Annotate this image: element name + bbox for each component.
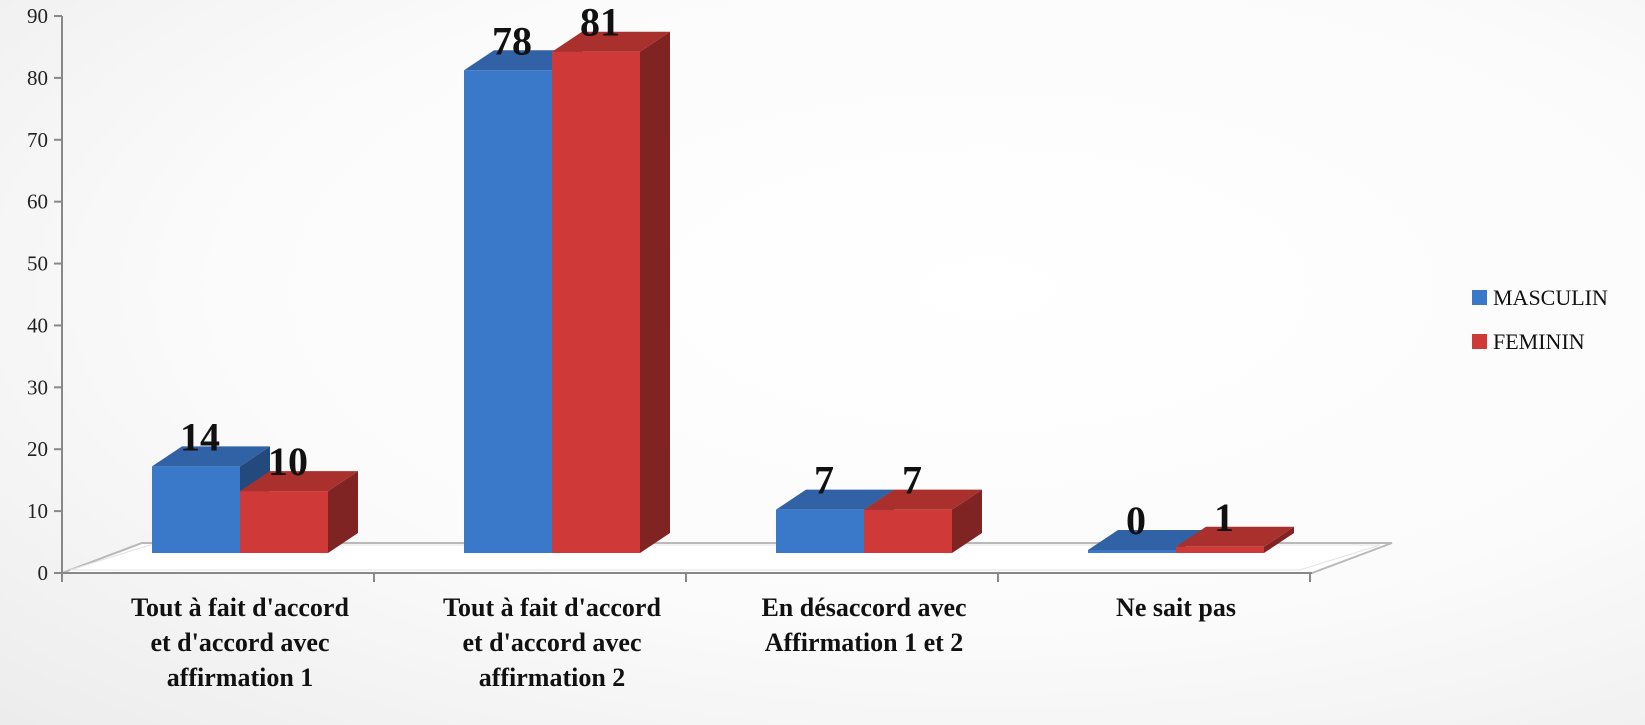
y-tick-label: 40	[27, 313, 48, 337]
data-label-feminin-4: 1	[1214, 495, 1234, 540]
y-tick-label: 70	[27, 128, 48, 152]
category-label-line: affirmation 1	[167, 663, 314, 692]
category-label-line: et d'accord avec	[462, 628, 641, 657]
bar-front	[152, 466, 240, 553]
data-label-masculin-1: 14	[180, 414, 220, 459]
bar-top	[776, 489, 894, 510]
category-label-line: Ne sait pas	[1116, 593, 1236, 622]
legend-label: MASCULIN	[1493, 285, 1608, 310]
category-label-line: Tout à fait d'accord	[131, 593, 349, 622]
bar-top	[1088, 530, 1206, 550]
bars	[152, 31, 1294, 554]
legend-item-masculin: MASCULIN	[1472, 285, 1608, 310]
bar-front	[240, 491, 328, 553]
category-label-4: Ne sait pas	[1116, 593, 1236, 622]
bar-front	[1088, 550, 1176, 553]
legend-swatch	[1472, 290, 1487, 305]
legend-swatch	[1472, 334, 1487, 349]
bar-side	[640, 31, 670, 553]
data-label-feminin-3: 7	[902, 458, 922, 503]
category-label-3: En désaccord avec Affirmation 1 et 2	[761, 593, 966, 657]
bar-front	[1176, 546, 1264, 553]
bar-front	[776, 509, 864, 553]
legend: MASCULIN FEMININ	[1472, 285, 1608, 354]
data-label-masculin-2: 78	[492, 18, 532, 63]
y-tick-label: 80	[27, 66, 48, 90]
bar-side	[328, 471, 358, 553]
data-label-masculin-3: 7	[814, 458, 834, 503]
y-tick-label: 20	[27, 437, 48, 461]
category-label-line: Tout à fait d'accord	[443, 593, 661, 622]
category-label-line: Affirmation 1 et 2	[765, 628, 964, 657]
data-label-feminin-1: 10	[268, 439, 308, 484]
floor-shadow	[69, 544, 1381, 571]
data-labels: 14 10 78 81 7 7 0 1	[180, 0, 1234, 543]
y-tick-label: 10	[27, 499, 48, 523]
legend-item-feminin: FEMININ	[1472, 329, 1585, 354]
y-tick-label: 90	[27, 4, 48, 28]
category-label-1: Tout à fait d'accord et d'accord avec affi…	[131, 593, 349, 692]
bar-top	[1176, 526, 1294, 547]
bar-front	[864, 509, 952, 553]
legend-label: FEMININ	[1493, 329, 1585, 354]
data-label-feminin-2: 81	[580, 0, 620, 45]
bar-side	[952, 489, 982, 553]
bar-top	[864, 489, 982, 510]
y-tick-label: 50	[27, 252, 48, 276]
x-axis-labels: Tout à fait d'accord et d'accord avec affi…	[131, 593, 1236, 692]
bar-top	[240, 471, 358, 492]
bar-top	[152, 446, 270, 467]
bar-feminin-2	[552, 31, 670, 553]
y-tick-label: 30	[27, 375, 48, 399]
data-label-masculin-4: 0	[1126, 498, 1146, 543]
bar-feminin-4	[1176, 526, 1294, 553]
bar-feminin-3	[864, 489, 982, 553]
bar-feminin-1	[240, 471, 358, 553]
bar-top	[552, 31, 670, 52]
y-tick-label: 60	[27, 190, 48, 214]
bar-front	[552, 51, 640, 553]
bar-front	[464, 70, 552, 554]
bar-side	[1264, 526, 1294, 553]
category-label-line: En désaccord avec	[761, 593, 966, 622]
category-label-line: affirmation 2	[479, 663, 626, 692]
y-tick-label: 0	[38, 561, 49, 585]
category-label-line: et d'accord avec	[150, 628, 329, 657]
category-label-2: Tout à fait d'accord et d'accord avec affi…	[443, 593, 661, 692]
